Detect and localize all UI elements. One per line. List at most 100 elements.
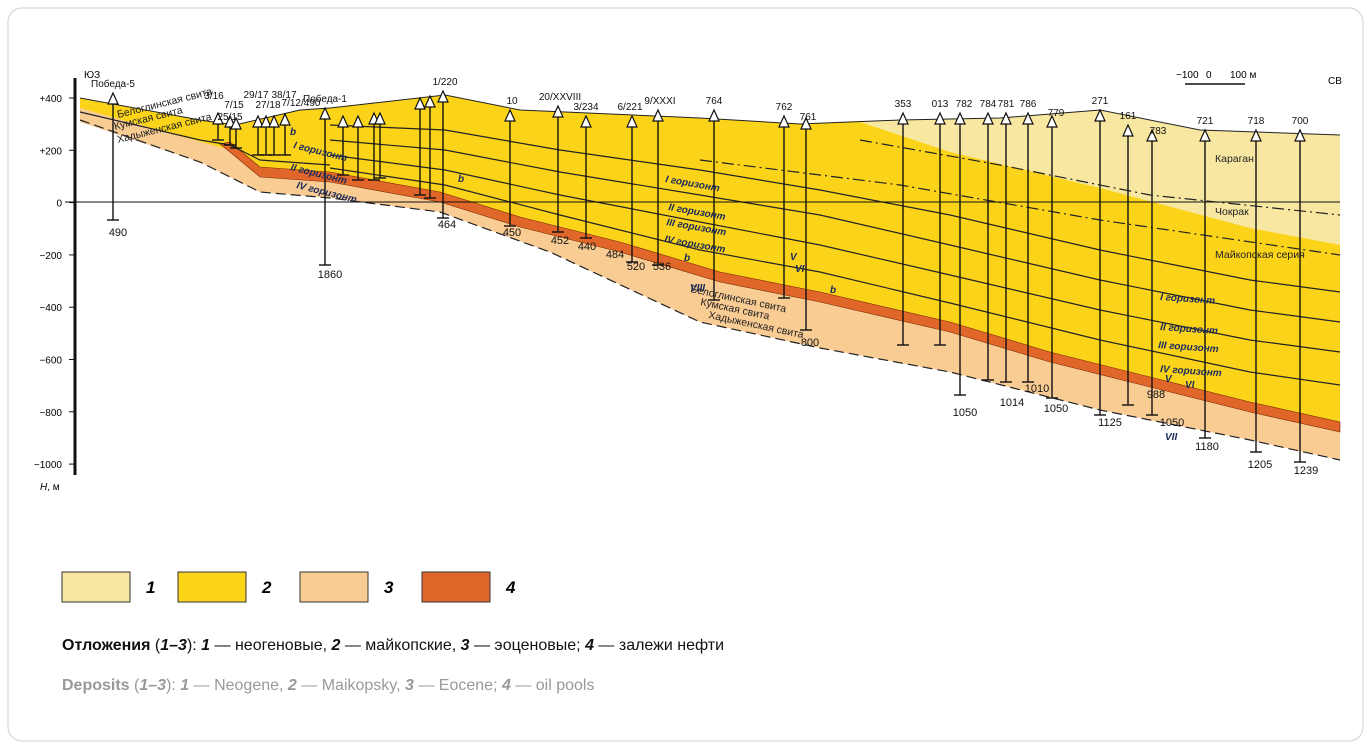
caption-part: 4 <box>584 637 594 654</box>
depth-label: 1860 <box>318 269 342 281</box>
caption: Deposits (1–3): 1 — Neogene, 2 — Maikops… <box>62 677 594 694</box>
formation-label: Караган <box>1215 153 1254 165</box>
y-tick-label: +400 <box>39 94 62 105</box>
y-tick-label: −600 <box>39 356 62 367</box>
y-tick-label: −200 <box>39 251 62 262</box>
caption-part: 2 <box>331 637 341 654</box>
legend-label: 2 <box>261 578 272 597</box>
well-head <box>230 116 242 130</box>
caption-part: — неогеновые, <box>210 637 331 654</box>
horizon-label: VI <box>795 264 805 275</box>
well-label: Победа-1 <box>303 93 347 105</box>
caption-part: — Maikopsky, <box>297 677 405 694</box>
well-label: 762 <box>776 102 793 113</box>
caption-part: — эоценовые; <box>470 637 586 654</box>
caption-part: ( <box>130 677 140 694</box>
well-label: 353 <box>895 99 912 110</box>
formation-label: Чокрак <box>1215 206 1249 218</box>
well-head <box>424 94 436 108</box>
depth-label: 1050 <box>1160 417 1184 429</box>
well-label: 6/221 <box>617 102 642 113</box>
horizon-label: III горизонт <box>1158 340 1219 355</box>
well-label: 721 <box>1197 116 1214 127</box>
well-head <box>1122 123 1134 137</box>
depth-label: 1239 <box>1294 465 1318 477</box>
depth-label: 800 <box>801 337 819 349</box>
well-head <box>778 114 790 128</box>
well-head <box>224 114 236 128</box>
well-label: 786 <box>1020 99 1037 110</box>
horizon-label: b <box>458 174 464 185</box>
caption-part: 3 <box>405 677 414 694</box>
well-head <box>212 111 224 125</box>
horizon-label: IV горизонт <box>1160 364 1222 379</box>
caption-part: — Neogene, <box>189 677 288 694</box>
legend-swatch <box>177 571 247 603</box>
well-label: 1/220 <box>432 77 457 88</box>
direction-left: ЮЗ <box>84 70 100 81</box>
well-label: 784 <box>980 99 997 110</box>
depth-label: 484 <box>606 249 624 261</box>
depth-label: 520 <box>627 261 645 273</box>
well-head <box>1199 128 1211 142</box>
legend-label: 4 <box>505 578 516 597</box>
caption-part: Отложения <box>62 637 150 654</box>
well-head <box>1294 128 1306 142</box>
horizon-label: V <box>1165 374 1173 385</box>
horizon-label: b <box>290 127 296 138</box>
depth-label: 1180 <box>1195 441 1219 453</box>
horizon-label: VIII <box>690 283 705 294</box>
well-label: 7/15 <box>224 100 244 111</box>
legend-label: 1 <box>146 578 155 597</box>
well-head <box>652 108 664 122</box>
depth-label: 450 <box>503 227 521 239</box>
well-label: 10 <box>506 96 518 107</box>
depth-label: 490 <box>109 227 127 239</box>
depth-label: 988 <box>1147 389 1165 401</box>
well-head <box>337 114 349 128</box>
depth-label: 1125 <box>1098 417 1122 429</box>
well-head <box>437 89 449 103</box>
caption-part: — oil pools <box>511 677 595 694</box>
well-head <box>260 114 272 128</box>
caption-part: 1 <box>180 677 189 694</box>
well-head <box>982 111 994 125</box>
well-head <box>1000 111 1012 125</box>
well-label: 9/XXXI <box>644 96 675 107</box>
scale-label: 100 м <box>1230 70 1256 81</box>
depth-label: 1050 <box>1044 403 1068 415</box>
horizon-label: II горизонт <box>1160 322 1218 337</box>
legend-swatch <box>61 571 131 603</box>
well-label: 20/XXVIII <box>539 92 581 103</box>
y-tick-label: −1000 <box>34 460 63 471</box>
formation-label: Майкопская серия <box>1215 249 1305 261</box>
well-label: 761 <box>800 112 817 123</box>
well-head <box>1250 128 1262 142</box>
well-label: 3/234 <box>573 102 598 113</box>
well-head <box>352 114 364 128</box>
well-head <box>374 111 386 125</box>
well-label: 764 <box>706 96 723 107</box>
well-head <box>552 104 564 118</box>
well-label: 7/12/490 <box>282 98 321 109</box>
well-head <box>279 112 291 126</box>
well-head <box>1022 111 1034 125</box>
horizon-label: b <box>830 285 836 296</box>
well-label: 3/16 <box>204 91 224 102</box>
well-head <box>504 108 516 122</box>
well-label: 718 <box>1248 116 1265 127</box>
caption-part: 3 <box>461 637 470 654</box>
horizon-label: VII <box>1165 432 1177 443</box>
y-tick-label: 0 <box>56 199 62 210</box>
caption-part: ): <box>187 637 201 654</box>
caption-part: — залежи нефти <box>594 637 724 654</box>
well-label: Победа-5 <box>91 78 135 90</box>
y-tick-label: +200 <box>39 146 62 157</box>
horizon-label: b <box>684 253 690 264</box>
well-head <box>1094 108 1106 122</box>
well-head <box>1146 128 1158 142</box>
legend-swatch <box>421 571 491 603</box>
well-head <box>897 111 909 125</box>
